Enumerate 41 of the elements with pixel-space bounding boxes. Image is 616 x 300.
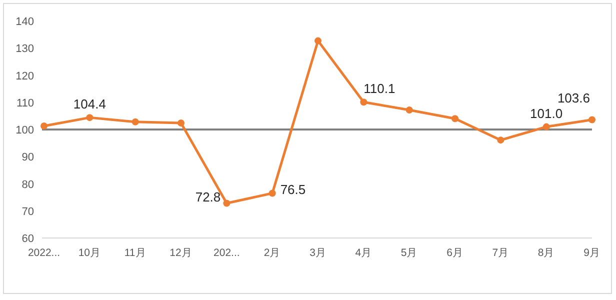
x-tick-label: 10月 [78, 247, 102, 259]
point [360, 98, 368, 106]
point [452, 115, 458, 122]
y-tick-label: 80 [22, 178, 34, 191]
x-tick-label: 2月 [264, 247, 281, 259]
y-tick-label: 60 [22, 233, 34, 245]
point [588, 116, 596, 124]
point [86, 114, 94, 122]
x-tick-label: 4月 [355, 247, 372, 259]
y-tick-label: 120 [16, 70, 34, 82]
y-tick-label: 130 [16, 43, 34, 56]
point [497, 136, 504, 144]
y-tick-label: 100 [16, 124, 34, 136]
x-tick-label: 8月 [538, 247, 555, 259]
point [178, 119, 184, 126]
y-tick-label: 140 [16, 16, 34, 28]
data-label: 110.1 [364, 81, 396, 96]
x-tick-label: 11月 [124, 247, 146, 259]
point [542, 123, 550, 130]
y-tick-label: 110 [16, 97, 34, 110]
x-tick-label: 9月 [584, 247, 600, 259]
point [132, 118, 139, 126]
x-tick-label: 6月 [446, 247, 464, 259]
point [314, 37, 322, 44]
x-tick-label: 12月 [170, 247, 192, 259]
data-label: 76.5 [280, 182, 306, 198]
point [268, 190, 276, 197]
data-label: 104.4 [73, 96, 106, 112]
data-label: 103.6 [557, 90, 590, 106]
data-label: 101.0 [530, 106, 563, 121]
point [40, 122, 48, 130]
x-tick-label: 202... [214, 247, 240, 259]
x-tick-label: 2022... [28, 247, 60, 259]
point [406, 106, 413, 114]
y-tick-label: 70 [22, 206, 34, 218]
x-tick-label: 7月 [492, 247, 510, 259]
x-tick-label: 3月 [310, 247, 326, 259]
point [223, 200, 230, 207]
y-tick-label: 90 [22, 152, 34, 164]
data-label: 72.8 [195, 189, 221, 204]
x-tick-label: 5月 [400, 247, 418, 259]
